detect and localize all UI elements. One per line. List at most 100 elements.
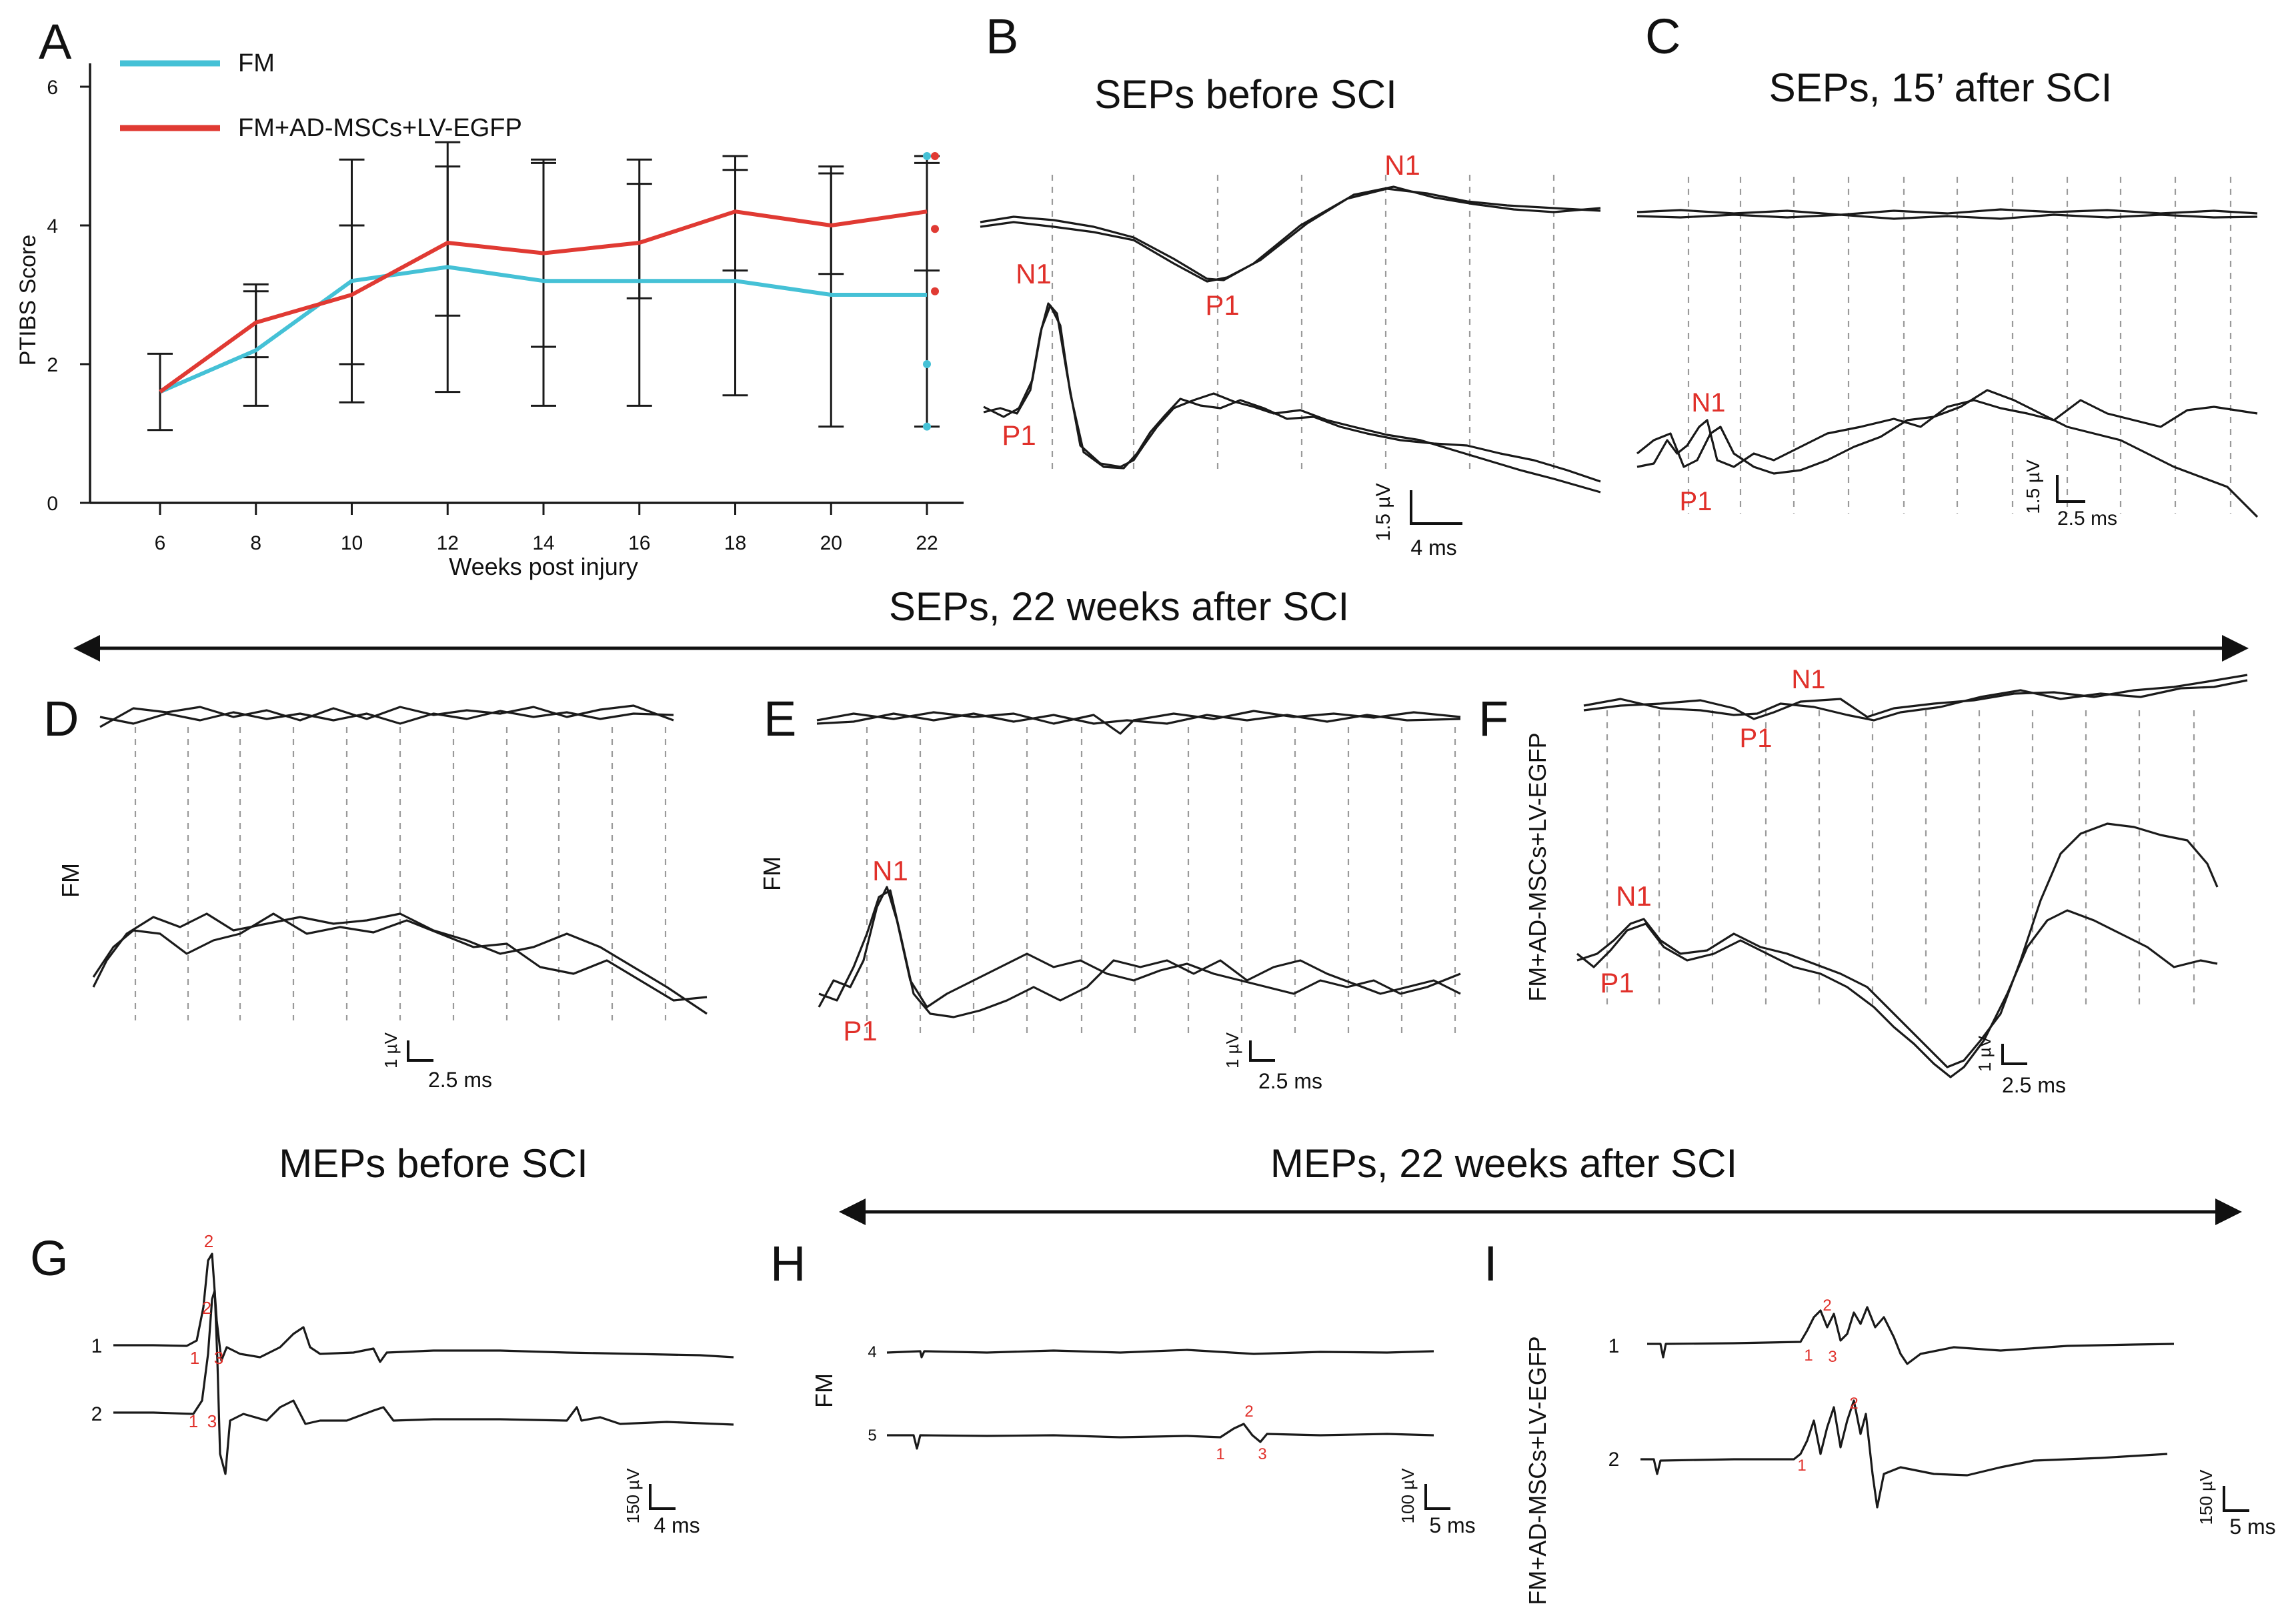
legend-label-fm-ad: FM+AD-MSCs+LV-EGFP <box>238 114 522 142</box>
title-sep-22-weeks: SEPs, 22 weeks after SCI <box>889 584 1349 629</box>
scale-h-time: 5 ms <box>1429 1513 1475 1537</box>
scale-bar-i <box>2223 1486 2249 1512</box>
mep-trace-h-5 <box>887 1423 1434 1450</box>
title-sep-before-sci: SEPs before SCI <box>1094 72 1397 117</box>
mep-num-g-1b: 1 <box>189 1411 198 1431</box>
arrow-head-left <box>73 635 100 662</box>
data-point <box>931 225 939 233</box>
peak-label-e-n1: N1 <box>872 855 908 886</box>
mep-trace-g-1 <box>113 1253 734 1363</box>
y-tick-label: 2 <box>47 354 58 376</box>
sep-trace-c-top-1 <box>1636 208 2258 216</box>
peak-label-f-n1-bottom: N1 <box>1616 880 1652 912</box>
scale-g-time: 4 ms <box>654 1513 700 1537</box>
x-tick-label: 12 <box>437 532 459 554</box>
sep-trace-c-top-2 <box>1636 213 2258 220</box>
panel-h: H FM 4 5 2 1 3 100 µV 5 ms <box>770 1236 1476 1537</box>
scale-e-time: 2.5 ms <box>1258 1069 1322 1093</box>
mep-num-g-3a: 3 <box>214 1348 223 1368</box>
sep-trace-c-bottom-1 <box>1636 399 2258 468</box>
sep-gridlines-f <box>1606 710 2195 1007</box>
panel-i: I FM+AD-MSCs+LV-EGFP 1 2 2 1 3 2 1 150 µ… <box>1484 1236 2276 1605</box>
sep-gridlines-d <box>134 727 667 1020</box>
scale-d-voltage: 1 µV <box>381 1032 401 1068</box>
group-label-h-fm: FM <box>810 1373 838 1408</box>
group-label-f-fm-ad: FM+AD-MSCs+LV-EGFP <box>1524 732 1551 1001</box>
arrow-head-left-mep <box>839 1198 866 1225</box>
y-tick-label: 0 <box>47 493 58 515</box>
panel-letter-c: C <box>1645 9 1680 64</box>
scale-bar-d <box>407 1040 433 1062</box>
x-tick-label: 16 <box>628 532 650 554</box>
panel-c: C SEPs, 15’ after SCI N1 P1 1.5 µV 2.5 m… <box>1636 9 2259 530</box>
scale-g-voltage: 150 µV <box>623 1468 643 1524</box>
data-point <box>931 152 939 160</box>
mep-num-i-2b: 2 <box>1849 1395 1858 1413</box>
sep-trace-f-bottom-1 <box>1576 822 2219 1068</box>
panel-d: D FM 1 µV 2.5 ms <box>43 691 708 1092</box>
peak-label-e-p1: P1 <box>843 1015 877 1046</box>
peak-label-f-p1-bottom: P1 <box>1600 967 1634 998</box>
title-mep-22-weeks: MEPs, 22 weeks after SCI <box>1270 1141 1737 1186</box>
sep-trace-e-top-2 <box>816 712 1461 725</box>
x-axis-label: Weeks post injury <box>449 553 638 580</box>
scale-c-time: 2.5 ms <box>2057 508 2117 530</box>
peak-label-b-p1-bottom: P1 <box>1002 420 1036 451</box>
x-tick-label: 8 <box>250 532 261 554</box>
group-label-d-fm: FM <box>57 863 84 898</box>
scale-e-voltage: 1 µV <box>1222 1032 1242 1068</box>
mep-num-i-1a: 1 <box>1804 1347 1813 1365</box>
sep-trace-c-bottom-2 <box>1636 389 2259 518</box>
peak-label-b-p1-top: P1 <box>1205 289 1239 321</box>
panel-f: F FM+AD-MSCs+LV-EGFP N1 P1 N1 P1 1 µV 2.… <box>1478 665 2248 1097</box>
x-tick-label: 14 <box>532 532 554 554</box>
mep-num-i-3a: 3 <box>1828 1348 1837 1366</box>
sep-gridlines-e <box>866 727 1456 1037</box>
mep-row-label-h-5: 5 <box>868 1427 876 1445</box>
panel-b: B SEPs before SCI N1 P1 N1 P1 1.5 µV 4 m… <box>980 9 1601 560</box>
mep-num-g-2a: 2 <box>204 1231 213 1251</box>
mep-row-label-h-4: 4 <box>868 1343 876 1361</box>
scale-c-voltage: 1.5 µV <box>2023 460 2043 514</box>
mep-num-h-3: 3 <box>1258 1445 1266 1463</box>
mep-num-g-3b: 3 <box>207 1411 217 1431</box>
panel-letter-d: D <box>43 691 79 746</box>
sep-trace-e-bottom-1 <box>818 886 1461 1008</box>
peak-label-f-n1-top: N1 <box>1791 665 1825 694</box>
panel-letter-g: G <box>30 1231 69 1286</box>
x-tick-label: 22 <box>916 532 938 554</box>
y-tick-label: 4 <box>47 215 58 237</box>
mep-row-label-i-1: 1 <box>1608 1335 1620 1357</box>
y-tick-label: 6 <box>47 77 58 99</box>
scale-f-voltage: 1 µV <box>1975 1035 1995 1072</box>
x-tick-label: 6 <box>155 532 166 554</box>
panel-letter-b: B <box>986 9 1018 64</box>
scale-h-voltage: 100 µV <box>1398 1468 1418 1524</box>
panel-letter-h: H <box>770 1236 806 1291</box>
y-axis-label: PTIBS Score <box>15 235 41 366</box>
sep-trace-f-top-2 <box>1583 679 2248 722</box>
data-point <box>931 287 939 295</box>
legend-label-fm: FM <box>238 49 275 77</box>
panel-e: E FM N1 P1 1 µV 2.5 ms <box>758 691 1461 1093</box>
mep-trace-g-2 <box>113 1289 734 1475</box>
x-tick-label: 10 <box>341 532 363 554</box>
scale-bar-f <box>2001 1044 2027 1065</box>
sep-trace-b-bottom-1 <box>983 302 1601 494</box>
mep-num-h-1: 1 <box>1216 1445 1224 1463</box>
scale-bar-h <box>1424 1484 1450 1510</box>
sep-trace-d-bottom-2 <box>92 912 708 1002</box>
mep-22-header: MEPs, 22 weeks after SCI <box>839 1141 2242 1225</box>
mep-trace-h-4 <box>886 1349 1434 1359</box>
sep-22-header: SEPs, 22 weeks after SCI <box>73 584 2249 662</box>
scale-b-time: 4 ms <box>1410 536 1456 560</box>
mep-num-i-2a: 2 <box>1823 1297 1831 1315</box>
data-point <box>923 152 931 160</box>
group-label-e-fm: FM <box>758 856 786 891</box>
scale-i-voltage: 150 µV <box>2196 1469 2216 1525</box>
sep-gridlines-b <box>1051 175 1555 472</box>
group-label-i-fm-ad: FM+AD-MSCs+LV-EGFP <box>1524 1336 1551 1605</box>
arrow-head-right-mep <box>2215 1198 2242 1225</box>
peak-label-c-p1: P1 <box>1680 487 1712 516</box>
